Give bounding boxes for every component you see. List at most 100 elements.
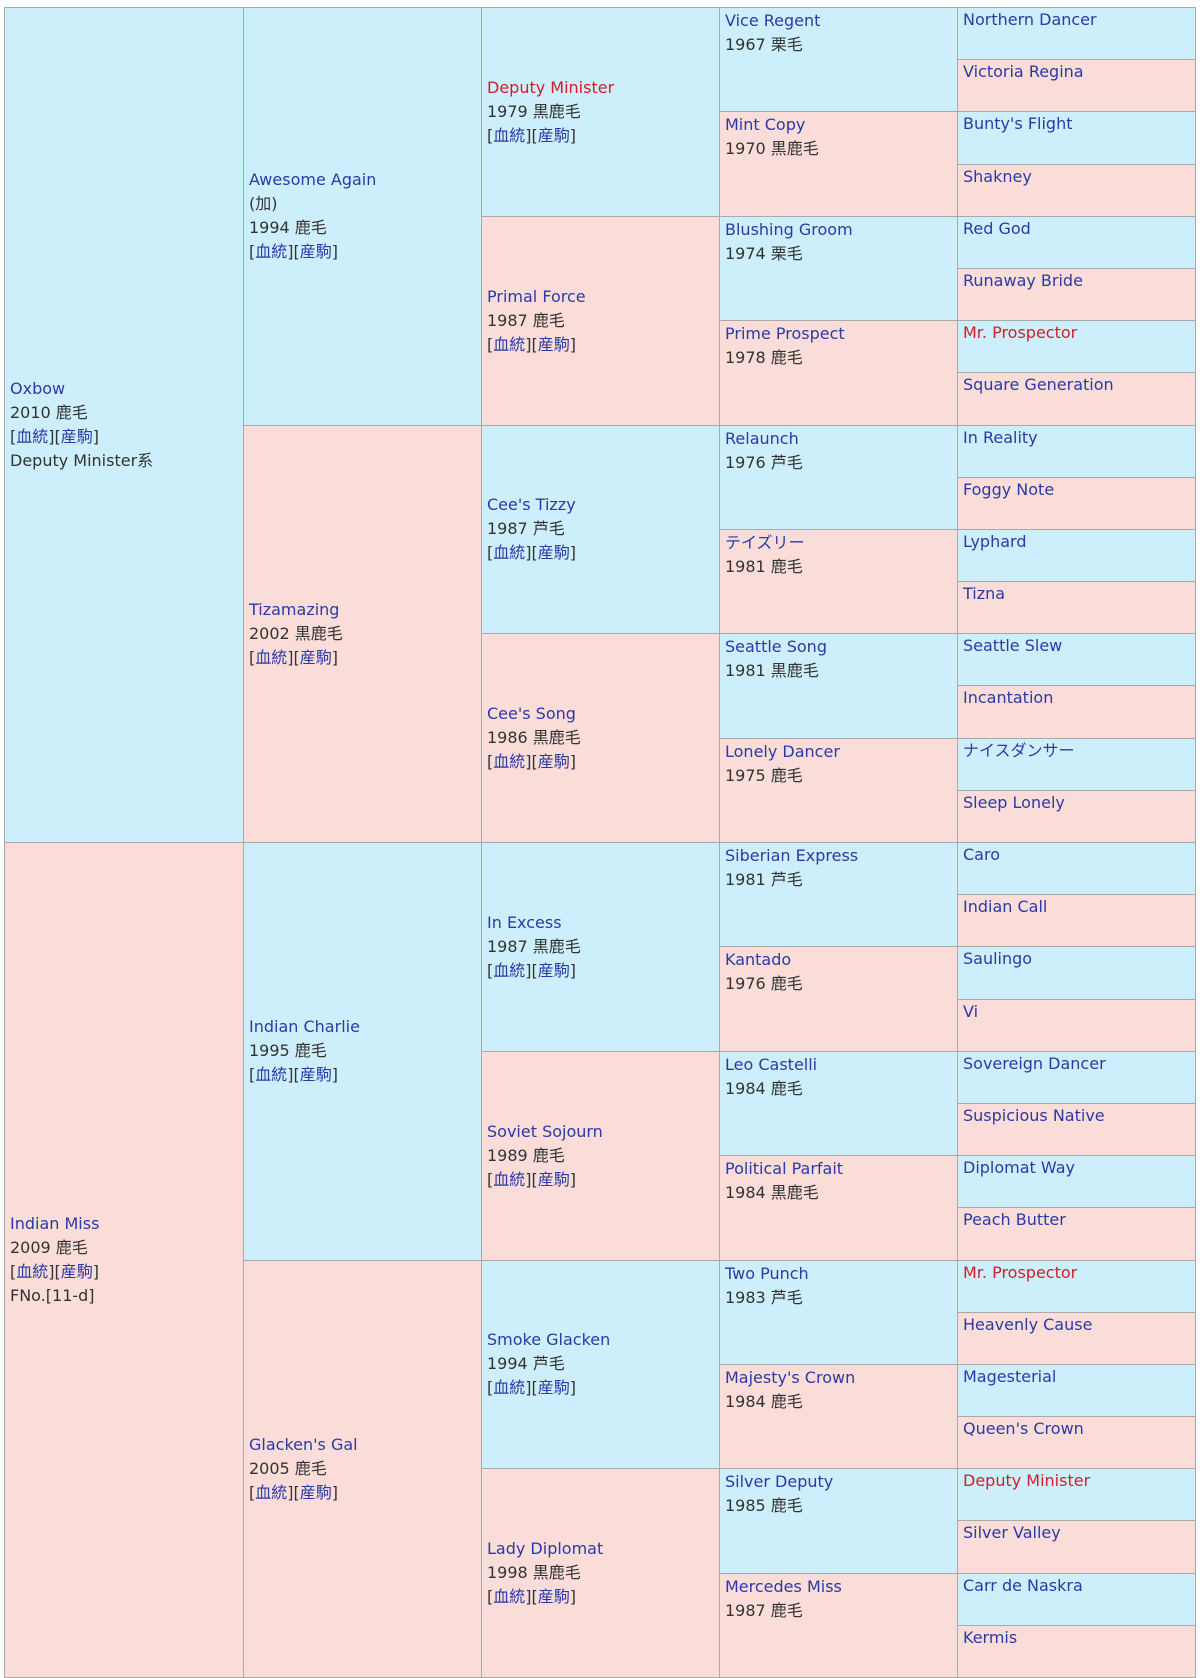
pedigree-link[interactable]: 血統: [255, 1065, 287, 1084]
offspring-link[interactable]: 産駒: [61, 1262, 93, 1281]
horse-name-link[interactable]: Majesty's Crown: [725, 1366, 957, 1390]
pedigree-link[interactable]: 血統: [493, 961, 525, 980]
horse-name-link[interactable]: Lyphard: [963, 530, 1195, 553]
horse-name-link[interactable]: Mr. Prospector: [963, 1261, 1195, 1284]
offspring-link[interactable]: 産駒: [538, 1587, 570, 1606]
horse-name-link[interactable]: Heavenly Cause: [963, 1313, 1195, 1336]
horse-name-link[interactable]: Kermis: [963, 1626, 1195, 1649]
ancestor-cell-ssdds: Mr. Prospector: [957, 320, 1196, 373]
offspring-link[interactable]: 産駒: [538, 335, 570, 354]
horse-name-link[interactable]: Leo Castelli: [725, 1053, 957, 1077]
horse-name-link[interactable]: Cee's Song: [487, 702, 719, 726]
horse-name-link[interactable]: Seattle Song: [725, 635, 957, 659]
horse-name-link[interactable]: Lonely Dancer: [725, 740, 957, 764]
horse-name-link[interactable]: Blushing Groom: [725, 218, 957, 242]
horse-name-link[interactable]: Cee's Tizzy: [487, 493, 719, 517]
horse-name-link[interactable]: Siberian Express: [725, 844, 957, 868]
offspring-link[interactable]: 産駒: [300, 1483, 332, 1502]
horse-name-link[interactable]: Vi: [963, 1000, 1195, 1023]
horse-name-link[interactable]: Mr. Prospector: [963, 321, 1195, 344]
horse-name-link[interactable]: Runaway Bride: [963, 269, 1195, 292]
pedigree-link[interactable]: 血統: [493, 335, 525, 354]
horse-name-link[interactable]: Caro: [963, 843, 1195, 866]
horse-name-link[interactable]: Diplomat Way: [963, 1156, 1195, 1179]
offspring-link[interactable]: 産駒: [538, 752, 570, 771]
birth-year-color: 1984 黒鹿毛: [725, 1181, 957, 1205]
pedigree-link[interactable]: 血統: [255, 1483, 287, 1502]
pedigree-link[interactable]: 血統: [493, 1170, 525, 1189]
horse-name-link[interactable]: Northern Dancer: [963, 8, 1195, 31]
horse-name-link[interactable]: In Excess: [487, 911, 719, 935]
pedigree-link[interactable]: 血統: [493, 752, 525, 771]
offspring-link[interactable]: 産駒: [538, 1378, 570, 1397]
offspring-link[interactable]: 産駒: [538, 1170, 570, 1189]
horse-name-link[interactable]: Lady Diplomat: [487, 1537, 719, 1561]
pedigree-link[interactable]: 血統: [493, 543, 525, 562]
ancestor-cell-ddssd: Heavenly Cause: [957, 1312, 1196, 1365]
horse-name-link[interactable]: Peach Butter: [963, 1208, 1195, 1231]
horse-name-link[interactable]: Magesterial: [963, 1365, 1195, 1388]
horse-name-link[interactable]: Bunty's Flight: [963, 112, 1195, 135]
horse-name-link[interactable]: Political Parfait: [725, 1157, 957, 1181]
horse-name-link[interactable]: Deputy Minister: [487, 76, 719, 100]
horse-name-link[interactable]: Indian Call: [963, 895, 1195, 918]
horse-name-link[interactable]: Deputy Minister: [963, 1469, 1195, 1492]
horse-name-link[interactable]: Indian Miss: [10, 1212, 243, 1236]
horse-name-link[interactable]: Carr de Naskra: [963, 1574, 1195, 1597]
offspring-link[interactable]: 産駒: [300, 648, 332, 667]
horse-name-link[interactable]: Soviet Sojourn: [487, 1120, 719, 1144]
horse-name-link[interactable]: Prime Prospect: [725, 322, 957, 346]
horse-name-link[interactable]: In Reality: [963, 426, 1195, 449]
horse-name-link[interactable]: Mint Copy: [725, 113, 957, 137]
offspring-link[interactable]: 産駒: [538, 126, 570, 145]
pedigree-link[interactable]: 血統: [255, 242, 287, 261]
pedigree-link[interactable]: 血統: [16, 427, 48, 446]
horse-name-link[interactable]: Mercedes Miss: [725, 1575, 957, 1599]
horse-name-link[interactable]: Kantado: [725, 948, 957, 972]
horse-name-link[interactable]: Silver Valley: [963, 1521, 1195, 1544]
horse-name-link[interactable]: Silver Deputy: [725, 1470, 957, 1494]
ancestor-cell-dsddd: Peach Butter: [957, 1207, 1196, 1260]
horse-name-link[interactable]: Shakney: [963, 165, 1195, 188]
horse-name-link[interactable]: Red God: [963, 217, 1195, 240]
horse-name-link[interactable]: Two Punch: [725, 1262, 957, 1286]
offspring-link[interactable]: 産駒: [61, 427, 93, 446]
ancestor-cell-dssss: Caro: [957, 842, 1196, 895]
offspring-link[interactable]: 産駒: [300, 1065, 332, 1084]
pedigree-link[interactable]: 血統: [493, 1378, 525, 1397]
horse-name-link[interactable]: Suspicious Native: [963, 1104, 1195, 1127]
horse-name-link[interactable]: Saulingo: [963, 947, 1195, 970]
pedigree-link[interactable]: 血統: [255, 648, 287, 667]
horse-name-link[interactable]: Sleep Lonely: [963, 791, 1195, 814]
horse-name-link[interactable]: Seattle Slew: [963, 634, 1195, 657]
horse-name-link[interactable]: Victoria Regina: [963, 60, 1195, 83]
pedigree-link[interactable]: 血統: [493, 1587, 525, 1606]
horse-name-link[interactable]: Square Generation: [963, 373, 1195, 396]
horse-name-link[interactable]: Relaunch: [725, 427, 957, 451]
ancestor-cell-ddsss: Mr. Prospector: [957, 1260, 1196, 1313]
horse-name-link[interactable]: Sovereign Dancer: [963, 1052, 1195, 1075]
horse-name-link[interactable]: Primal Force: [487, 285, 719, 309]
horse-name-link[interactable]: ナイスダンサー: [963, 739, 1195, 762]
horse-name-link[interactable]: テイズリー: [725, 531, 957, 555]
pedigree-link[interactable]: 血統: [16, 1262, 48, 1281]
horse-name-link[interactable]: Vice Regent: [725, 9, 957, 33]
horse-name-link[interactable]: Indian Charlie: [249, 1015, 481, 1039]
horse-name-link[interactable]: Tizamazing: [249, 598, 481, 622]
offspring-link[interactable]: 産駒: [538, 543, 570, 562]
horse-name-link[interactable]: Queen's Crown: [963, 1417, 1195, 1440]
horse-name-link[interactable]: Tizna: [963, 582, 1195, 605]
horse-name-link[interactable]: Smoke Glacken: [487, 1328, 719, 1352]
horse-name-link[interactable]: Foggy Note: [963, 478, 1195, 501]
horse-name-link[interactable]: Glacken's Gal: [249, 1433, 481, 1457]
horse-name-link[interactable]: Awesome Again: [249, 168, 481, 192]
pedigree-link[interactable]: 血統: [493, 126, 525, 145]
horse-name-link[interactable]: Oxbow: [10, 377, 243, 401]
horse-name-link[interactable]: Incantation: [963, 686, 1195, 709]
offspring-link[interactable]: 産駒: [538, 961, 570, 980]
offspring-link[interactable]: 産駒: [300, 242, 332, 261]
